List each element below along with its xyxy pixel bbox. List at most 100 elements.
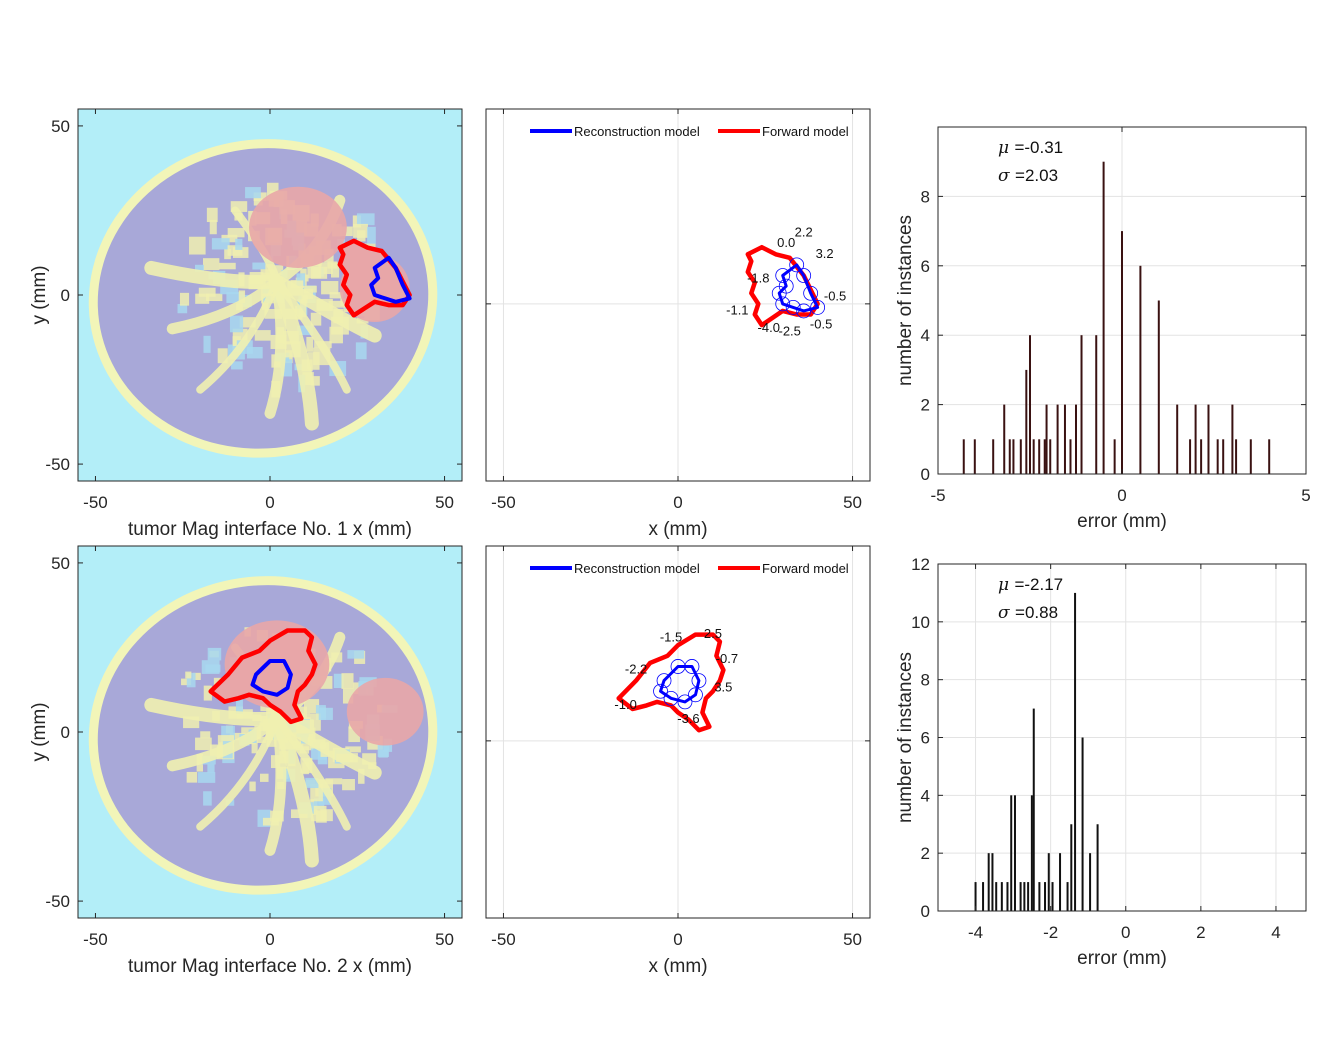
tissue-patch xyxy=(211,238,230,250)
tissue-patch xyxy=(198,287,216,297)
tissue-patch xyxy=(325,778,343,785)
tissue-patch xyxy=(235,238,243,250)
sigma-annotation: σ =2.03 xyxy=(998,166,1058,186)
tissue-patch xyxy=(362,753,377,765)
tissue-branch xyxy=(269,274,319,431)
histogram-bar xyxy=(1038,882,1041,911)
tissue-patch xyxy=(316,810,327,823)
tissue-patch xyxy=(358,768,365,784)
histogram-bar xyxy=(1043,439,1046,474)
histogram-bar xyxy=(1019,439,1022,474)
tissue-patch xyxy=(192,672,201,681)
y-axis-label: number of instances xyxy=(895,215,916,386)
x-axis-label: error (mm) xyxy=(1077,948,1167,969)
y-tick-label-0: 0 xyxy=(921,902,930,921)
y-tick-label-3: 6 xyxy=(921,729,930,748)
x-tick-label-1: 0 xyxy=(265,930,274,949)
tissue-patch xyxy=(259,773,269,782)
recon-point-marker xyxy=(656,673,672,689)
histogram-bar xyxy=(1080,335,1083,474)
tissue-patch xyxy=(227,228,245,238)
y-tick-label-3: 6 xyxy=(921,257,930,276)
recon-point-marker xyxy=(677,694,693,710)
tissue-patch xyxy=(340,226,353,237)
tissue-patch xyxy=(205,293,223,302)
x-tick-label-1: 0 xyxy=(1117,486,1126,505)
histogram-bar xyxy=(1139,265,1142,474)
tissue-patch xyxy=(251,736,258,754)
recon-point-marker xyxy=(803,285,819,301)
tissue-map-a1: -50 0 50 -50 0 50 tumor Mag interface No. 1 x … xyxy=(29,108,463,540)
tissue-patch xyxy=(245,187,261,199)
tissue-patch xyxy=(238,290,246,304)
x-tick-label-1: -2 xyxy=(1043,923,1058,942)
y-tick-label-1: 0 xyxy=(61,723,70,742)
tumor-region-1 xyxy=(249,186,347,268)
x-tick-label-2: 50 xyxy=(843,493,862,512)
histogram-bar xyxy=(1019,882,1022,911)
x-tick-label-4: 4 xyxy=(1271,923,1280,942)
histogram-bar xyxy=(1032,439,1035,474)
histogram-bar xyxy=(1249,439,1252,474)
tissue-patch xyxy=(345,746,361,753)
recon-point-marker xyxy=(775,296,791,312)
y-tick-label-6: 12 xyxy=(911,555,930,574)
histogram-bar xyxy=(1075,404,1077,474)
x-tick-label-0: -4 xyxy=(968,923,983,942)
x-tick-label-0: -50 xyxy=(491,493,516,512)
y-tick-label-1: 0 xyxy=(61,286,70,305)
tissue-patch xyxy=(206,207,218,223)
tissue-patch xyxy=(320,676,333,689)
histogram-bar xyxy=(962,439,965,474)
map-content xyxy=(88,139,438,458)
recon-point-marker xyxy=(684,659,700,674)
tissue-patch xyxy=(342,779,355,791)
tissue-patch xyxy=(200,731,211,739)
tissue-patch xyxy=(355,342,367,360)
tissue-patch xyxy=(179,292,190,306)
tissue-patch xyxy=(356,213,375,226)
histogram-bar xyxy=(1029,335,1031,474)
y-axis-label: number of instances xyxy=(895,652,916,823)
x-tick-label-2: 0 xyxy=(1121,923,1130,942)
tissue-branch xyxy=(196,714,281,831)
histogram-bar xyxy=(1235,439,1238,474)
map-content xyxy=(88,576,438,895)
tissue-patch xyxy=(195,264,204,272)
tissue-branch xyxy=(144,260,284,290)
reconstruction-model-contour xyxy=(369,255,412,304)
histogram-bar xyxy=(995,882,998,911)
tissue-patch xyxy=(377,744,389,757)
tissue-patch xyxy=(311,376,320,386)
tissue-patch xyxy=(235,697,243,714)
tissue-patch xyxy=(348,726,360,743)
x-axis-label: tumor Mag interface No. 2 x (mm) xyxy=(128,956,412,977)
recon-point-marker xyxy=(785,299,801,315)
histogram-bar xyxy=(1023,882,1026,911)
tissue-patch xyxy=(280,359,293,377)
tissue-patch xyxy=(310,783,323,802)
tissue-patch xyxy=(303,699,320,714)
error-annotation-4: 3.5 xyxy=(714,679,732,694)
tissue-patch xyxy=(207,764,215,773)
x-axis-label: tumor Mag interface No. 1 x (mm) xyxy=(128,519,412,540)
tissue-patch xyxy=(239,317,256,328)
histogram-bar xyxy=(1189,439,1192,474)
histogram-bar xyxy=(1032,708,1035,911)
tissue-patch xyxy=(252,262,267,270)
error-annotation-6: -4.0 xyxy=(758,320,780,335)
x-tick-label-2: 50 xyxy=(435,493,454,512)
histogram-bar xyxy=(974,882,977,911)
y-tick-label-2: 4 xyxy=(921,786,930,805)
legend-label-reconstruction: Reconstruction model xyxy=(574,124,700,139)
tissue-patch xyxy=(195,293,210,304)
tissue-patch xyxy=(253,198,263,206)
tissue-branch xyxy=(269,711,382,780)
histogram-bar xyxy=(1089,853,1092,911)
tissue-patch xyxy=(201,660,220,674)
y-tick-label-1: 2 xyxy=(921,396,930,415)
histogram-bar xyxy=(1063,404,1066,474)
x-tick-label-0: -5 xyxy=(930,486,945,505)
tissue-patch xyxy=(342,688,354,704)
